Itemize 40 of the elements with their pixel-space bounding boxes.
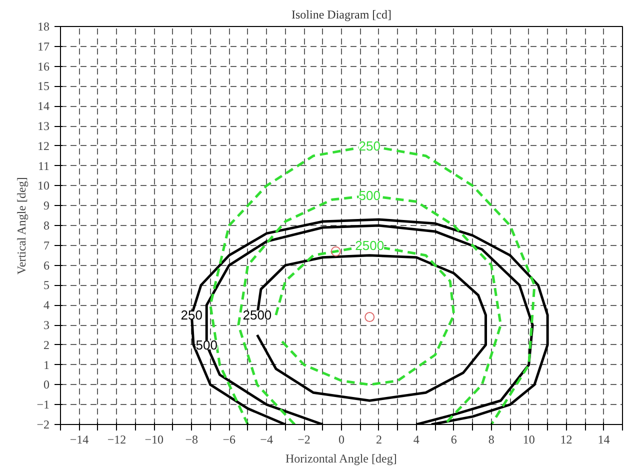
y-tick-label: 17 — [38, 39, 50, 54]
y-tick-label: 2 — [44, 338, 50, 352]
chart-title: Isoline Diagram [cd] — [292, 8, 392, 22]
y-tick-label: 16 — [38, 59, 50, 74]
y-tick-label: 14 — [38, 99, 50, 114]
x-tick-label: 14 — [598, 432, 610, 446]
x-tick-label: 12 — [560, 432, 572, 446]
x-tick-label: −4 — [260, 432, 273, 446]
series-label: 2500 — [242, 308, 272, 323]
y-tick-label: 5 — [44, 278, 50, 292]
y-axis-title: Vertical Angle [deg] — [14, 177, 29, 274]
x-tick-label: 2 — [376, 432, 382, 446]
y-tick-label: 1 — [44, 358, 50, 372]
y-tick-label: 10 — [38, 178, 50, 193]
y-tick-label: 12 — [38, 138, 50, 153]
x-tick-label: 10 — [522, 432, 535, 446]
y-tick-label: 11 — [38, 158, 50, 173]
y-tick-label: 4 — [44, 298, 50, 312]
x-tick-label: −10 — [144, 432, 164, 446]
x-tick-label: −12 — [107, 432, 126, 446]
y-tick-label: 6 — [44, 258, 50, 272]
y-tick-label: 9 — [44, 198, 50, 213]
x-tick-label: −14 — [70, 432, 89, 446]
y-tick-label: 7 — [44, 238, 50, 252]
y-tick-label: 0 — [44, 378, 50, 392]
x-tick-label: 0 — [338, 432, 344, 446]
y-tick-label: −2 — [36, 418, 50, 432]
x-tick-label: 4 — [413, 432, 420, 446]
x-tick-label: −2 — [298, 432, 310, 446]
y-tick-label: 18 — [38, 20, 50, 34]
x-tick-label: −8 — [185, 432, 198, 446]
x-axis-title: Horizontal Angle [deg] — [286, 452, 397, 466]
x-tick-label: 8 — [488, 432, 494, 446]
y-tick-label: 13 — [38, 119, 50, 133]
y-tick-label: 8 — [44, 218, 50, 232]
y-tick-label: −1 — [36, 398, 50, 412]
y-tick-label: 15 — [38, 79, 50, 94]
x-tick-label: −6 — [222, 432, 236, 446]
x-tick-label: 6 — [450, 432, 457, 446]
y-tick-label: 3 — [44, 318, 50, 332]
